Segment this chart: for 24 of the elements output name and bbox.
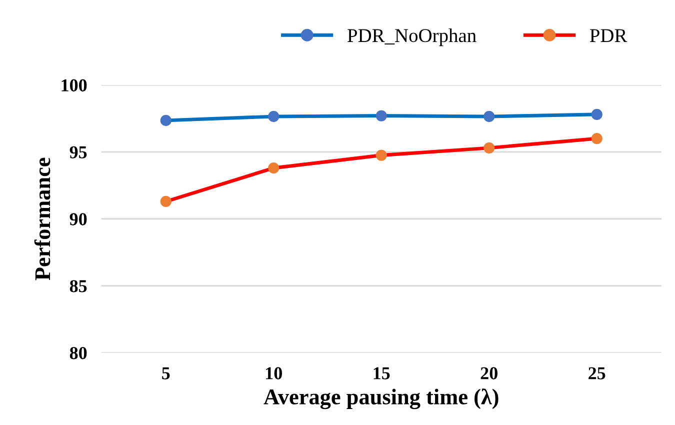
point	[160, 196, 172, 208]
point	[160, 114, 172, 126]
point	[591, 132, 602, 144]
x-tick-label: 5	[162, 367, 170, 380]
y-tick-label: 100	[62, 79, 87, 92]
legend-label: PDR_NoOrphan	[348, 28, 476, 46]
y-tick-label: 95	[70, 146, 87, 158]
y-tick-label: 90	[70, 213, 87, 226]
point	[268, 162, 280, 174]
point	[484, 142, 495, 154]
x-tick-label: 20	[480, 367, 498, 380]
y-axis-title: Performance	[34, 158, 50, 280]
y-tick-label: 80	[70, 347, 87, 360]
point	[376, 150, 387, 161]
x-tick-label: 15	[374, 367, 390, 380]
point	[484, 110, 495, 122]
legend-label: PDR	[590, 29, 628, 42]
point	[268, 110, 280, 122]
point	[591, 108, 602, 120]
x-tick-label: 10	[266, 367, 282, 380]
y-tick-label: 85	[70, 280, 87, 292]
x-axis-title: Average pausing time (λ)	[264, 388, 498, 410]
x-tick-label: 25	[588, 367, 606, 380]
point	[376, 110, 387, 122]
